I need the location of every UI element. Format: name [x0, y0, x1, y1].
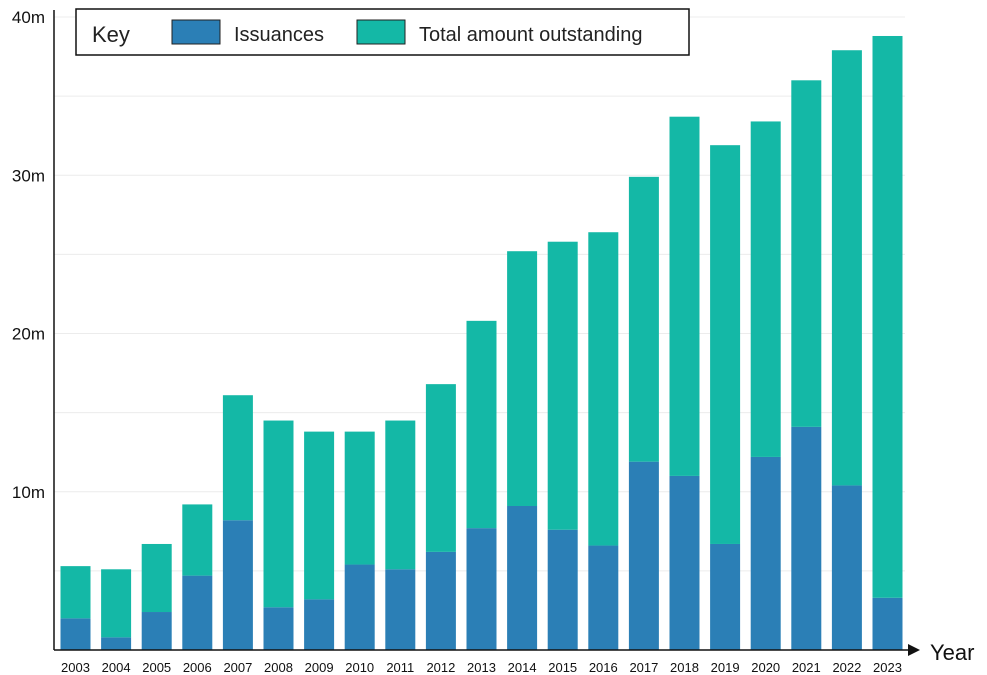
bar-issuances	[872, 597, 903, 650]
bar-total-outstanding	[182, 504, 213, 576]
bar-total-outstanding	[831, 50, 862, 486]
bar-issuances	[710, 543, 741, 650]
x-tick-label: 2012	[426, 660, 455, 675]
legend-items: Issuances Total amount outstanding	[171, 19, 643, 46]
x-tick-label: 2009	[305, 660, 334, 675]
bar-issuances	[263, 607, 294, 650]
x-tick-label: 2014	[508, 660, 537, 675]
x-tick-label: 2021	[792, 660, 821, 675]
legend-swatch	[356, 19, 406, 45]
x-tick-label: 2018	[670, 660, 699, 675]
x-tick-label: 2023	[873, 660, 902, 675]
bar-issuances	[385, 569, 416, 650]
bar-issuances	[101, 637, 132, 650]
bar-issuances	[628, 461, 659, 650]
x-tick-label: 2015	[548, 660, 577, 675]
bar-total-outstanding	[710, 145, 741, 544]
bar-total-outstanding	[222, 395, 253, 521]
y-tick-label: 10m	[12, 483, 45, 502]
bar-issuances	[547, 529, 578, 650]
bar-total-outstanding	[872, 35, 903, 598]
legend: Key Issuances Total amount outstanding	[75, 8, 690, 56]
bar-total-outstanding	[750, 121, 781, 457]
bar-issuances	[222, 520, 253, 650]
legend-item-label: Issuances	[234, 24, 324, 46]
bar-issuances	[141, 612, 172, 650]
bar-issuances	[304, 599, 335, 650]
bar-total-outstanding	[791, 80, 822, 427]
x-tick-label: 2016	[589, 660, 618, 675]
x-tick-label: 2003	[61, 660, 90, 675]
x-tick-label: 2010	[345, 660, 374, 675]
y-tick-label: 30m	[12, 166, 45, 185]
x-tick-label: 2022	[832, 660, 861, 675]
bar-total-outstanding	[60, 566, 91, 619]
bar-total-outstanding	[101, 569, 132, 638]
x-tick-labels: 2003 2004 2005 2006 2007 2008 2009 2010 2011 2012…	[61, 660, 902, 675]
x-tick-label: 2011	[386, 660, 414, 675]
bar-issuances	[791, 426, 822, 650]
x-tick-label: 2005	[142, 660, 171, 675]
bar-issuances	[425, 551, 456, 650]
y-tick-label: 40m	[12, 8, 45, 27]
x-tick-label: 2008	[264, 660, 293, 675]
bar-total-outstanding	[507, 251, 538, 506]
bar-total-outstanding	[385, 420, 416, 570]
bar-issuances	[344, 564, 375, 650]
bar-issuances	[466, 528, 497, 650]
bar-total-outstanding	[141, 543, 172, 613]
x-tick-label: 2017	[629, 660, 658, 675]
bar-issuances	[507, 505, 538, 650]
x-tick-label: 2020	[751, 660, 780, 675]
bar-total-outstanding	[588, 232, 619, 546]
bar-total-outstanding	[344, 431, 375, 565]
bar-issuances	[750, 456, 781, 650]
legend-swatch	[171, 19, 221, 45]
y-tick-labels: 10m 20m 30m 40m	[12, 8, 45, 502]
bar-total-outstanding	[628, 176, 659, 462]
bar-issuances	[831, 485, 862, 650]
x-tick-label: 2004	[102, 660, 131, 675]
bar-total-outstanding	[547, 241, 578, 530]
legend-title: Key	[92, 22, 130, 47]
x-tick-label: 2019	[711, 660, 740, 675]
x-tick-label: 2007	[223, 660, 252, 675]
bar-issuances	[182, 575, 213, 650]
legend-item-label: Total amount outstanding	[419, 24, 643, 46]
x-tick-label: 2013	[467, 660, 496, 675]
bar-total-outstanding	[466, 320, 497, 529]
x-axis-label: Year	[930, 640, 974, 665]
bar-issuances	[588, 545, 619, 650]
y-tick-label: 20m	[12, 325, 45, 344]
x-axis-arrow-icon	[908, 644, 920, 656]
bar-total-outstanding	[304, 431, 335, 600]
bar-total-outstanding	[669, 116, 700, 476]
x-tick-label: 2006	[183, 660, 212, 675]
bar-issuances	[60, 618, 91, 650]
axes: Year	[53, 10, 974, 665]
bars	[60, 35, 903, 650]
bar-issuances	[669, 475, 700, 650]
bar-total-outstanding	[425, 384, 456, 552]
bar-total-outstanding	[263, 420, 294, 608]
